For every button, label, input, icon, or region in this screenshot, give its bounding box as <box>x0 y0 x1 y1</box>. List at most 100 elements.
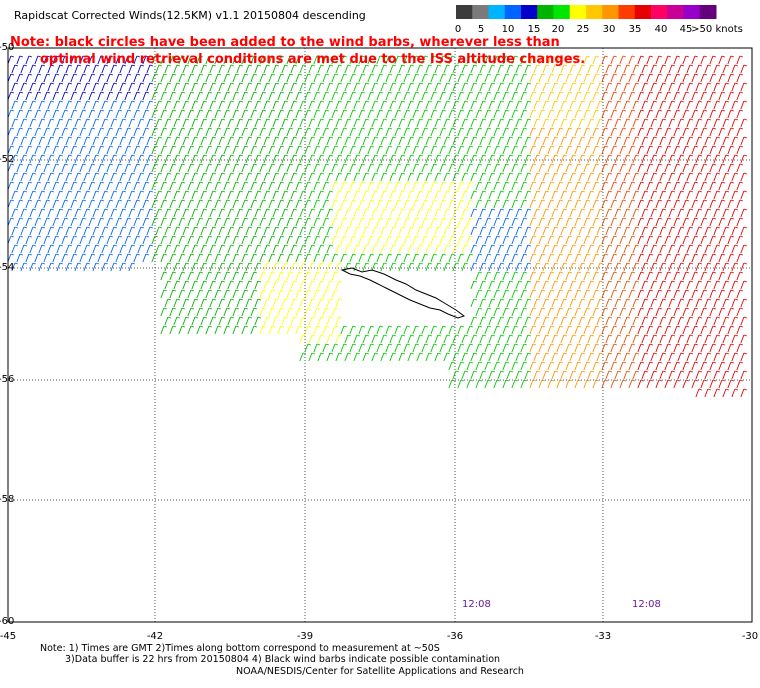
wind-barb <box>196 199 204 209</box>
wind-barb <box>542 82 550 92</box>
wind-barb <box>151 127 159 137</box>
wind-barb <box>412 127 420 137</box>
wind-barb <box>416 262 424 272</box>
wind-barb <box>430 91 438 101</box>
wind-barb <box>169 253 177 263</box>
wind-barb <box>304 271 312 281</box>
wind-barb <box>677 154 685 164</box>
wind-barb <box>263 316 271 326</box>
wind-barb <box>151 73 159 83</box>
wind-barb <box>583 217 591 227</box>
wind-barb <box>439 163 447 173</box>
wind-barb <box>146 244 154 254</box>
wind-barb <box>344 262 352 272</box>
wind-barb <box>556 307 564 317</box>
wind-barb <box>358 181 366 191</box>
wind-barb <box>299 118 307 128</box>
wind-barb <box>277 199 285 209</box>
wind-barb <box>380 82 388 92</box>
wind-barb <box>551 280 559 290</box>
wind-barb <box>83 154 91 164</box>
wind-barb <box>628 379 636 389</box>
wind-barb <box>686 64 694 74</box>
wind-barb <box>677 190 685 200</box>
wind-barb <box>317 226 325 236</box>
wind-barb <box>29 172 37 182</box>
wind-barb <box>623 226 631 236</box>
wind-barb <box>173 208 181 218</box>
wind-barb <box>443 118 451 128</box>
wind-barb <box>223 55 231 65</box>
wind-barb <box>677 64 685 74</box>
wind-barb <box>727 379 735 389</box>
wind-barb <box>353 100 361 110</box>
wind-barb <box>236 316 244 326</box>
wind-barb <box>695 388 703 398</box>
wind-barb <box>304 199 312 209</box>
wind-barb <box>484 379 492 389</box>
wind-barb <box>218 226 226 236</box>
wind-barb <box>547 73 555 83</box>
wind-barb <box>20 208 28 218</box>
wind-barb <box>70 73 78 83</box>
wind-barb <box>191 298 199 308</box>
wind-barb <box>115 253 123 263</box>
wind-barb <box>151 181 159 191</box>
wind-barb <box>47 82 55 92</box>
wind-barb <box>704 280 712 290</box>
wind-barb <box>659 190 667 200</box>
wind-barb <box>218 244 226 254</box>
lat-label: -50 <box>0 42 15 53</box>
wind-barb <box>502 289 510 299</box>
wind-barb <box>722 208 730 218</box>
wind-barb <box>637 343 645 353</box>
wind-barb <box>11 154 19 164</box>
wind-barb <box>218 136 226 146</box>
wind-barb <box>295 217 303 227</box>
wind-barb <box>268 109 276 119</box>
wind-barb <box>254 226 262 236</box>
wind-barb <box>484 361 492 371</box>
wind-barb <box>196 127 204 137</box>
wind-barb <box>511 73 519 83</box>
wind-barb <box>488 352 496 362</box>
wind-barb <box>641 298 649 308</box>
wind-barb <box>722 100 730 110</box>
wind-barb <box>182 100 190 110</box>
wind-barb <box>619 235 627 245</box>
wind-barb <box>205 307 213 317</box>
wind-barb <box>506 118 514 128</box>
wind-barb <box>16 145 24 155</box>
wind-barb <box>430 343 438 353</box>
wind-barb <box>659 370 667 380</box>
wind-barb <box>331 73 339 83</box>
wind-barb <box>515 262 523 272</box>
wind-barb <box>511 217 519 227</box>
wind-barb <box>407 64 415 74</box>
wind-barb <box>722 262 730 272</box>
wind-barb <box>101 262 109 272</box>
wind-barb <box>565 379 573 389</box>
wind-barb <box>187 109 195 119</box>
wind-barb <box>326 262 334 272</box>
wind-barb <box>160 253 168 263</box>
wind-barb <box>61 91 69 101</box>
wind-barb <box>313 145 321 155</box>
wind-barb <box>664 325 672 335</box>
wind-barb <box>434 262 442 272</box>
wind-barb <box>115 145 123 155</box>
wind-barb <box>466 145 474 155</box>
wind-barb <box>569 370 577 380</box>
wind-barb <box>425 154 433 164</box>
legend-label: 5 <box>477 24 485 35</box>
wind-barb <box>709 109 717 119</box>
wind-barb <box>655 163 663 173</box>
legend-label: 10 <box>501 24 515 35</box>
wind-barb <box>691 127 699 137</box>
wind-barb <box>529 163 537 173</box>
wind-barb <box>484 343 492 353</box>
wind-barb <box>398 208 406 218</box>
wind-barb <box>655 55 663 65</box>
wind-barb <box>569 334 577 344</box>
wind-barb <box>475 145 483 155</box>
